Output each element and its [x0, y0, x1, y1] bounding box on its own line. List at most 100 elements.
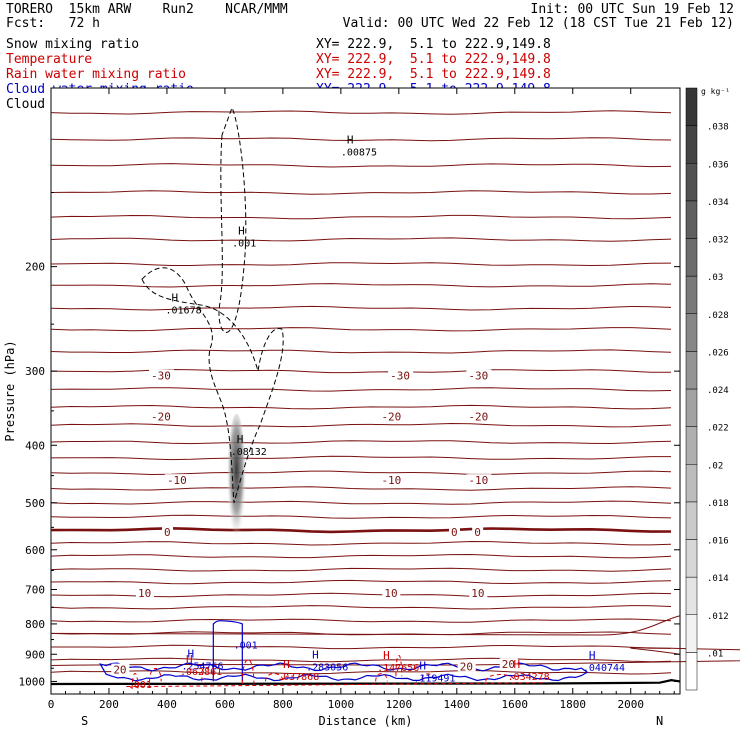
isotherm-line	[50, 440, 672, 445]
isotherm-line	[51, 644, 672, 650]
max-value-label: .001	[234, 640, 258, 651]
colorbar-segment	[685, 464, 698, 503]
max-value-label: .062861	[180, 667, 222, 678]
x-tick-label: 1000	[328, 698, 355, 711]
isotherm-line	[50, 422, 672, 428]
colorbar-segment	[685, 652, 698, 691]
colorbar-segment	[685, 426, 698, 465]
x-tick-label: 0	[48, 698, 55, 711]
max-value-label: .034278	[508, 672, 550, 683]
isotherm-label: 10	[471, 587, 484, 600]
rain-water-contour	[375, 673, 388, 682]
colorbar-segment	[685, 163, 698, 202]
isotherm-line	[50, 237, 672, 242]
isotherm-label: 0	[451, 526, 458, 539]
y-tick-label: 900	[25, 648, 45, 661]
model-title: TORERO 15km ARW Run2 NCAR/MMM	[6, 2, 288, 17]
max-value-label: .00875	[341, 148, 377, 159]
isotherm-label: 0	[164, 526, 171, 539]
legend-entry-name: Snow mixing ratio	[6, 37, 140, 52]
x-tick-label: 2000	[617, 698, 644, 711]
isotherm-label-bg	[111, 663, 130, 675]
colorbar-segment	[685, 539, 698, 578]
y-tick-label: 700	[25, 584, 45, 597]
colorbar-tick-label: .026	[707, 348, 729, 358]
isotherm-line	[50, 455, 671, 461]
colorbar-segment	[685, 351, 698, 390]
legend-entry-xy: XY= 222.9, 5.1 to 222.9,149.8	[316, 67, 551, 82]
x-tick-label: 200	[99, 698, 119, 711]
colorbar-tick-label: .012	[707, 612, 729, 622]
max-marker: H	[237, 433, 244, 446]
isotherm-label-bg	[388, 369, 414, 381]
rain-water-contour	[395, 654, 403, 677]
colorbar-tick-label: .032	[707, 236, 729, 246]
isotherm-line	[50, 579, 672, 585]
isotherm-line	[50, 540, 672, 546]
isotherm-label: -20	[151, 411, 171, 424]
y-tick-label: 800	[25, 618, 45, 631]
colorbar-segment	[685, 501, 698, 540]
isotherm-label-bg	[466, 369, 492, 381]
isotherm-line	[50, 470, 672, 476]
isotherm-label-bg	[382, 587, 401, 599]
x-tick-label: 800	[273, 698, 293, 711]
isotherm-label-bg	[379, 410, 405, 422]
max-value-label: .254766	[181, 662, 223, 673]
colorbar-tick-label: .03	[707, 273, 723, 283]
colorbar-segment	[685, 388, 698, 427]
isotherm-label-bg	[466, 474, 492, 486]
rain-water-contour	[264, 673, 284, 682]
max-value-label: .040744	[583, 663, 625, 674]
isotherm-label-bg	[162, 525, 174, 537]
colorbar-tick-label: .01	[707, 649, 723, 659]
isotherm-line	[50, 526, 672, 534]
max-marker: H	[514, 658, 521, 671]
isotherm-line	[50, 500, 672, 505]
y-tick-label: 300	[25, 365, 45, 378]
isotherm-label: 20	[113, 664, 126, 677]
isotherm-label-bg	[469, 587, 488, 599]
isotherm-label-bg	[149, 369, 175, 381]
isotherm-line	[50, 514, 672, 519]
max-value-label: .08132	[231, 447, 267, 458]
max-marker: H	[419, 659, 426, 672]
rain-water-contour	[149, 667, 162, 682]
snow-shading	[227, 413, 246, 538]
rain-water-contour	[241, 659, 255, 684]
max-value-label: .037868	[277, 672, 319, 683]
isotherm-label-bg	[457, 660, 476, 672]
colorbar-tick-label: .016	[707, 537, 729, 547]
isotherm-label-bg	[472, 525, 484, 537]
cloud-water-contour	[212, 620, 243, 682]
max-marker: H	[347, 134, 354, 147]
isotherm-line	[50, 163, 672, 168]
isotherm-line	[50, 214, 672, 220]
x-tick-label: 1400	[444, 698, 471, 711]
colorbar-unit: g kg⁻¹	[701, 87, 730, 96]
isotherm-line	[50, 657, 672, 663]
rain-water-contour	[485, 674, 516, 682]
cloud-water-contour	[99, 662, 589, 682]
colorbar-segment	[685, 87, 698, 126]
max-marker: H	[283, 658, 290, 671]
isotherm-label: -10	[381, 474, 401, 487]
isotherm-label-bg	[499, 658, 518, 670]
isotherm-label: -10	[468, 474, 488, 487]
max-value-label: .01678	[165, 306, 201, 317]
colorbar-tick-label: .022	[707, 424, 729, 434]
max-value-label: .283056	[306, 662, 348, 673]
isotherm-line	[50, 486, 672, 491]
colorbar-segment	[685, 200, 698, 239]
isotherm-line	[50, 387, 672, 392]
isotherm-line	[50, 349, 672, 354]
x-tick-label: 600	[215, 698, 235, 711]
colorbar-tick-label: .018	[707, 499, 729, 509]
isotherm-line	[50, 190, 672, 195]
isotherm-line	[50, 553, 672, 559]
legend-entry-name: Rain water mixing ratio	[6, 67, 187, 82]
x-tick-label: 1200	[386, 698, 413, 711]
isotherm-label: 20	[460, 660, 473, 673]
ground-line	[50, 679, 681, 686]
